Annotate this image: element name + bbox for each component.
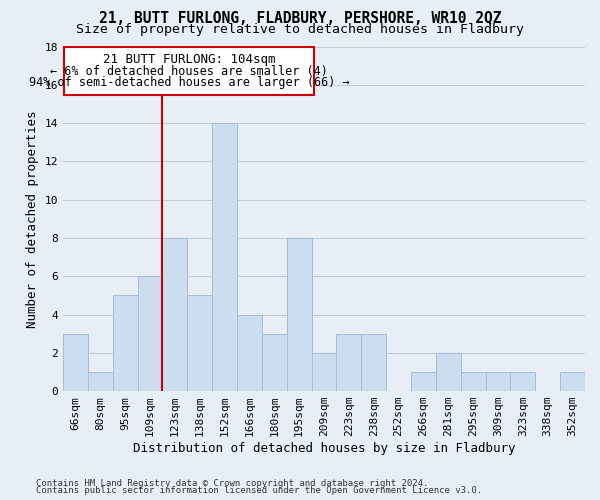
Bar [137,276,163,391]
Bar [511,372,535,391]
Bar [560,372,585,391]
Text: 21 BUTT FURLONG: 104sqm: 21 BUTT FURLONG: 104sqm [103,53,275,66]
Text: ← 6% of detached houses are smaller (4): ← 6% of detached houses are smaller (4) [50,64,328,78]
Bar [113,296,137,391]
Bar [461,372,485,391]
Bar [212,123,237,391]
Text: 94% of semi-detached houses are larger (66) →: 94% of semi-detached houses are larger (… [29,76,349,89]
Bar [411,372,436,391]
Bar [237,314,262,391]
FancyBboxPatch shape [64,48,314,96]
Bar [485,372,511,391]
Bar [63,334,88,391]
X-axis label: Distribution of detached houses by size in Fladbury: Distribution of detached houses by size … [133,442,515,455]
Bar [287,238,311,391]
Bar [337,334,361,391]
Bar [262,334,287,391]
Text: Size of property relative to detached houses in Fladbury: Size of property relative to detached ho… [76,24,524,36]
Text: 21, BUTT FURLONG, FLADBURY, PERSHORE, WR10 2QZ: 21, BUTT FURLONG, FLADBURY, PERSHORE, WR… [99,11,501,26]
Bar [88,372,113,391]
Bar [361,334,386,391]
Text: Contains HM Land Registry data © Crown copyright and database right 2024.: Contains HM Land Registry data © Crown c… [36,478,428,488]
Bar [187,296,212,391]
Text: Contains public sector information licensed under the Open Government Licence v3: Contains public sector information licen… [36,486,482,495]
Bar [163,238,187,391]
Y-axis label: Number of detached properties: Number of detached properties [26,110,39,328]
Bar [436,353,461,391]
Bar [311,353,337,391]
